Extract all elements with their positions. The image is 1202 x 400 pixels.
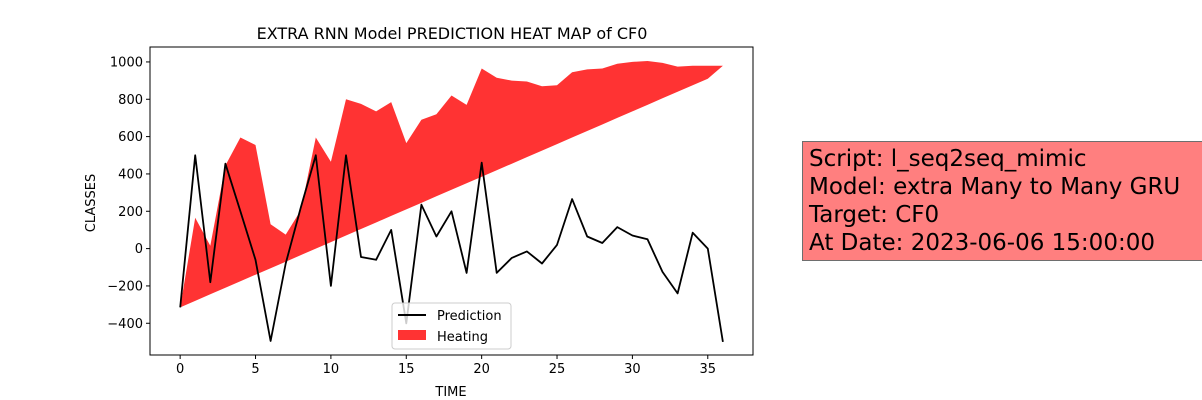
legend: Prediction Heating: [391, 302, 512, 350]
x-tick-label: 30: [624, 362, 641, 377]
axes-frame: [149, 46, 754, 356]
y-axis-ticks: −400 −200 0 200 400 600 800 1000: [107, 55, 150, 332]
x-axis-label: TIME: [434, 385, 466, 400]
y-axis-label: CLASSES: [84, 174, 99, 232]
x-tick-label: 35: [700, 362, 717, 377]
info-box: Script: l_seq2seq_mimic Model: extra Man…: [802, 141, 1202, 261]
y-tick-label: 400: [118, 167, 143, 182]
x-tick-label: 25: [549, 362, 566, 377]
y-tick-label: −200: [107, 279, 143, 294]
y-tick-label: 200: [118, 205, 143, 220]
heating-area: [180, 61, 723, 308]
x-tick-label: 0: [176, 362, 184, 377]
plot-area: [179, 61, 724, 343]
info-date: At Date: 2023-06-06 15:00:00: [809, 230, 1155, 256]
x-tick-label: 5: [251, 362, 259, 377]
y-tick-label: −400: [107, 317, 143, 332]
x-axis-ticks: 0 5 10 15 20 25 30 35: [176, 355, 716, 377]
info-target: Target: CF0: [809, 202, 940, 228]
legend-heating-swatch: [398, 330, 426, 340]
y-tick-label: 800: [118, 93, 143, 108]
chart-title: EXTRA RNN Model PREDICTION HEAT MAP of C…: [257, 24, 648, 43]
x-tick-label: 20: [473, 362, 490, 377]
y-tick-label: 0: [135, 242, 143, 257]
legend-heating-label: Heating: [437, 330, 488, 345]
info-model: Model: extra Many to Many GRU: [809, 174, 1181, 200]
x-tick-label: 10: [323, 362, 340, 377]
prediction-line: [179, 154, 724, 343]
y-tick-label: 600: [118, 130, 143, 145]
x-tick-label: 15: [398, 362, 415, 377]
legend-prediction-label: Prediction: [437, 309, 502, 324]
y-tick-label: 1000: [110, 55, 143, 70]
info-script: Script: l_seq2seq_mimic: [809, 146, 1087, 172]
